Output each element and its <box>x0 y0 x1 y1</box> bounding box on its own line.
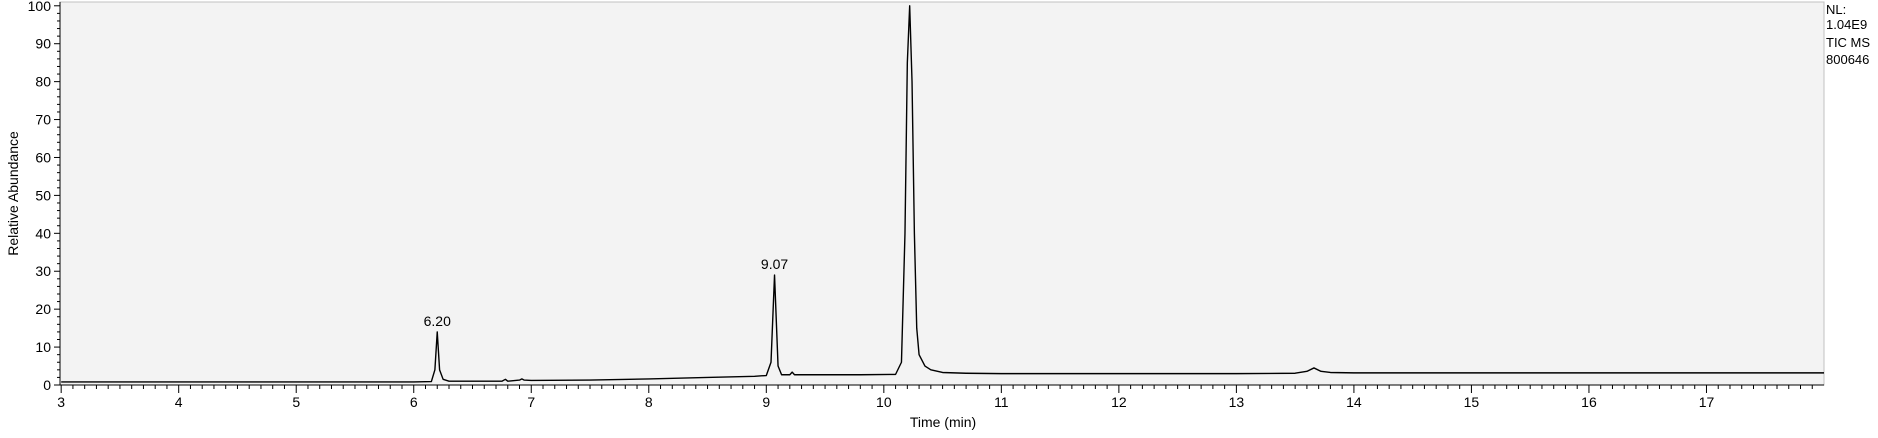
x-tick-label: 5 <box>292 394 300 410</box>
x-tick-label: 9 <box>762 394 770 410</box>
x-tick-label: 11 <box>994 394 1009 410</box>
x-tick-label: 3 <box>57 394 65 410</box>
y-axis-title: Relative Abundance <box>5 131 21 256</box>
x-tick-label: 14 <box>1346 394 1362 410</box>
nl-file-id: 800646 <box>1826 52 1869 67</box>
nl-label: NL: <box>1826 2 1846 17</box>
x-tick-label: 8 <box>645 394 653 410</box>
x-axis: 3 4 5 6 7 8 9 10 11 12 13 14 15 16 17 <box>57 384 1824 410</box>
y-tick-label: 20 <box>35 301 51 317</box>
peak-label: 6.20 <box>424 313 451 329</box>
x-axis-title: Time (min) <box>910 414 976 430</box>
peak-labels: 6.20 9.07 10.22 <box>424 0 928 329</box>
y-tick-label: 90 <box>35 36 51 52</box>
y-tick-label: 0 <box>43 377 51 393</box>
x-tick-label: 12 <box>1111 394 1127 410</box>
x-tick-label: 6 <box>410 394 418 410</box>
x-tick-label: 15 <box>1464 394 1480 410</box>
y-tick-label: 10 <box>35 339 51 355</box>
nl-info: NL: 1.04E9 TIC MS 800646 <box>1826 2 1870 67</box>
peak-label: 10.22 <box>892 0 927 3</box>
nl-scan-filter: TIC MS <box>1826 35 1870 50</box>
x-tick-label: 13 <box>1229 394 1245 410</box>
x-tick-label: 16 <box>1581 394 1597 410</box>
peak-label: 9.07 <box>761 256 788 272</box>
nl-value: 1.04E9 <box>1826 17 1867 32</box>
y-axis: 0 10 20 30 40 50 60 70 80 90 100 <box>28 0 61 393</box>
x-tick-label: 7 <box>527 394 535 410</box>
x-tick-label: 10 <box>876 394 892 410</box>
plot-area <box>59 1 1825 386</box>
y-tick-label: 50 <box>35 187 51 203</box>
x-tick-label: 17 <box>1699 394 1715 410</box>
y-tick-label: 30 <box>35 263 51 279</box>
y-tick-label: 100 <box>28 0 52 14</box>
x-tick-label: 4 <box>175 394 183 410</box>
y-tick-label: 80 <box>35 74 51 90</box>
y-tick-label: 70 <box>35 112 51 128</box>
y-tick-label: 60 <box>35 149 51 165</box>
tic-trace-line <box>61 5 1824 383</box>
y-tick-label: 40 <box>35 225 51 241</box>
